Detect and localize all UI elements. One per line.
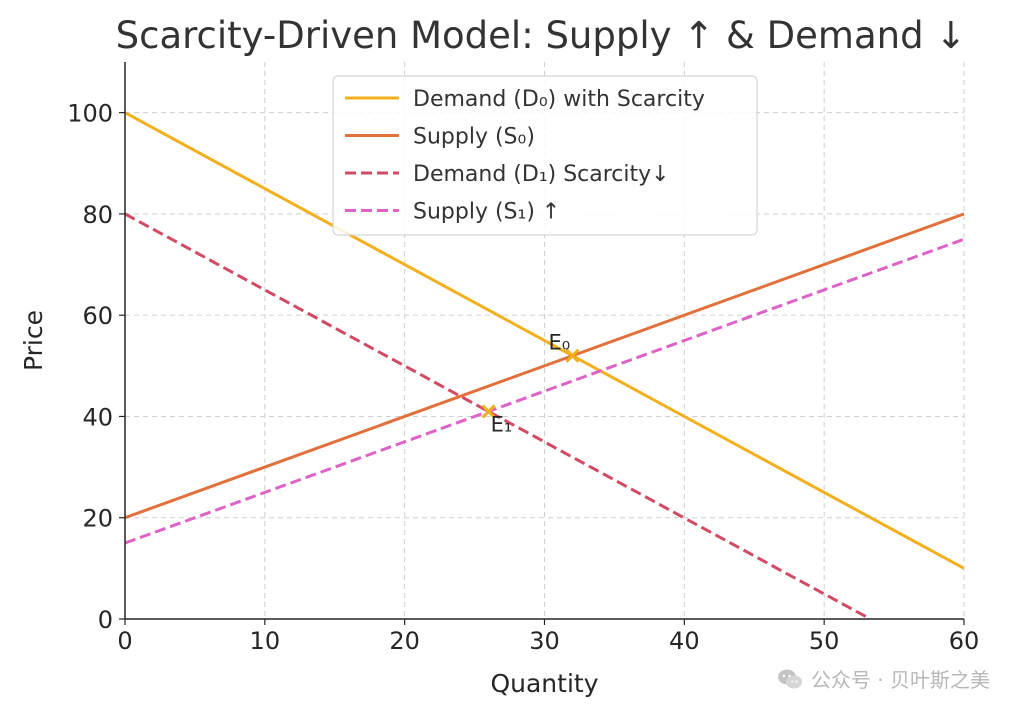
y-tick-label: 100: [67, 100, 113, 128]
y-tick-label: 40: [82, 403, 113, 431]
series-line-2: [125, 212, 964, 520]
x-tick-label: 20: [389, 627, 420, 655]
wechat-icon: [777, 668, 803, 690]
x-tick-label: 50: [809, 627, 840, 655]
legend-label-3: Demand (D₁) Scarcity↓: [413, 162, 670, 187]
legend-box: [332, 75, 758, 236]
legend-label-2: Supply (S₀): [413, 125, 535, 150]
legend-label-4: Supply (S₁) ↑: [413, 200, 560, 225]
equilibrium-marker-1-b: [565, 348, 580, 363]
series-group: [125, 111, 964, 619]
series-line-1: [125, 111, 964, 570]
x-tick-label: 30: [529, 627, 560, 655]
y-tick-label: 60: [82, 302, 113, 330]
watermark: 公众号 · 贝叶斯之美: [777, 664, 990, 693]
x-tick-label: 40: [669, 627, 700, 655]
y-tick-label: 0: [98, 606, 113, 634]
x-tick-label: 10: [250, 627, 281, 655]
x-tick-label: 60: [949, 627, 980, 655]
x-tick-label: 0: [117, 627, 132, 655]
y-tick-label: 20: [82, 505, 113, 533]
point-label-e1: E₁: [491, 412, 513, 436]
x-axis-label: Quantity: [490, 669, 598, 698]
y-tick-label: 80: [82, 201, 113, 229]
point-label-e0: E₀: [548, 331, 570, 355]
chart-title: Scarcity-Driven Model: Supply ↑ & Demand…: [116, 14, 967, 57]
series-line-3: [125, 212, 872, 619]
legend-label-1: Demand (D₀) with Scarcity: [413, 87, 705, 112]
y-axis-label: Price: [19, 310, 48, 371]
series-line-4: [125, 237, 964, 545]
watermark-text: 公众号 · 贝叶斯之美: [810, 668, 990, 692]
equilibrium-marker-2-b: [481, 404, 496, 419]
